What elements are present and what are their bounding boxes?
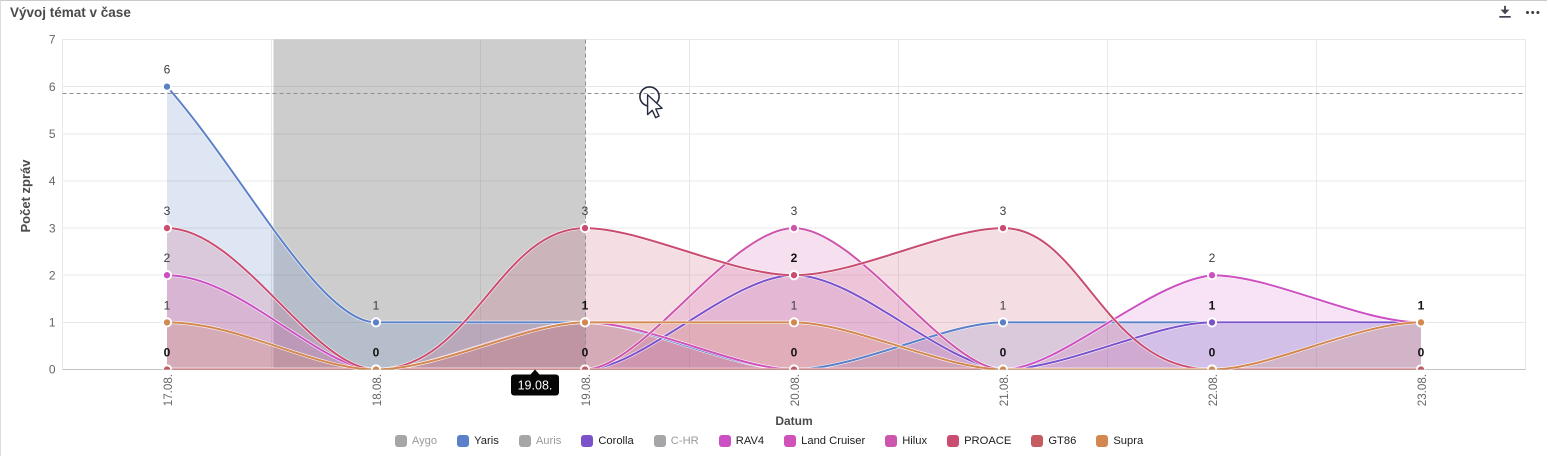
svg-text:1: 1 [582, 298, 589, 312]
svg-text:2: 2 [49, 268, 56, 282]
svg-text:1: 1 [49, 316, 56, 330]
svg-text:0: 0 [49, 363, 56, 377]
svg-text:1: 1 [164, 298, 171, 312]
svg-text:1: 1 [1209, 298, 1216, 312]
svg-text:0: 0 [791, 346, 798, 360]
svg-text:0: 0 [164, 346, 171, 360]
svg-text:23.08.: 23.08. [1416, 374, 1429, 406]
svg-text:19.08.: 19.08. [518, 379, 553, 393]
svg-text:1: 1 [373, 298, 380, 312]
svg-text:3: 3 [582, 204, 589, 218]
svg-text:Datum: Datum [775, 414, 812, 428]
svg-text:2: 2 [1209, 251, 1216, 265]
svg-text:0: 0 [1209, 346, 1216, 360]
svg-text:6: 6 [164, 63, 171, 77]
svg-text:2: 2 [164, 251, 171, 265]
svg-text:18.08.: 18.08. [371, 374, 384, 406]
svg-text:22.08.: 22.08. [1207, 374, 1220, 406]
svg-text:0: 0 [1000, 346, 1007, 360]
svg-text:3: 3 [791, 204, 798, 218]
svg-text:Počet zpráv: Počet zpráv [18, 159, 33, 233]
svg-text:19.08.: 19.08. [580, 374, 593, 406]
svg-text:3: 3 [1000, 204, 1007, 218]
svg-text:3: 3 [49, 221, 56, 235]
svg-text:4: 4 [49, 174, 56, 188]
svg-text:3: 3 [164, 204, 171, 218]
svg-text:1: 1 [791, 298, 798, 312]
svg-text:20.08.: 20.08. [789, 374, 802, 406]
svg-text:0: 0 [373, 346, 380, 360]
svg-text:2: 2 [791, 251, 798, 265]
svg-text:5: 5 [49, 127, 56, 141]
svg-text:17.08.: 17.08. [162, 374, 175, 406]
svg-text:6: 6 [49, 80, 56, 94]
svg-text:1: 1 [1418, 298, 1425, 312]
svg-text:1: 1 [1000, 298, 1007, 312]
svg-text:0: 0 [1418, 346, 1425, 360]
svg-text:0: 0 [582, 346, 589, 360]
svg-text:21.08.: 21.08. [998, 374, 1011, 406]
svg-text:7: 7 [49, 33, 56, 47]
